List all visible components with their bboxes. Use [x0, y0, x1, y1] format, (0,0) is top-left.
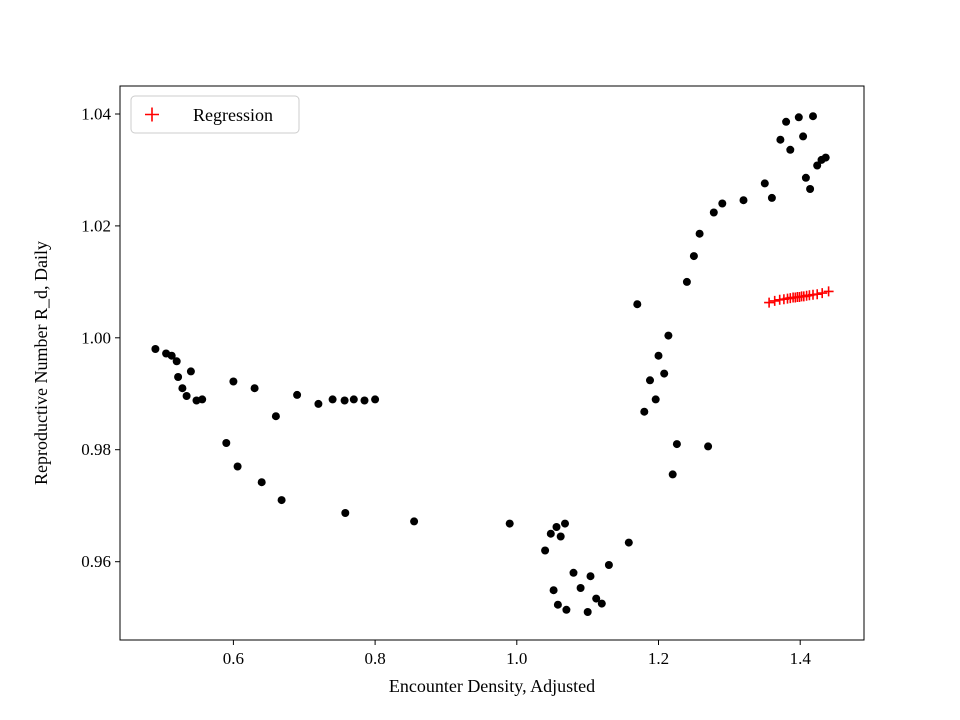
- data-point: [739, 196, 748, 205]
- data-point: [151, 345, 160, 353]
- x-tick-label: 0.8: [364, 649, 385, 668]
- ticks-layer: 0.6 0.8 1.0 1.2 1.4 0.96 0.98 1.00 1.02 1.04: [81, 105, 811, 669]
- data-point: [172, 357, 181, 366]
- data-point: [651, 395, 660, 404]
- data-point: [576, 584, 585, 592]
- data-point: [277, 496, 286, 505]
- x-tick-label: 1.4: [790, 649, 812, 668]
- data-point: [410, 517, 419, 526]
- data-point: [682, 277, 691, 286]
- data-point: [541, 546, 550, 555]
- data-point: [668, 470, 677, 479]
- data-point: [186, 367, 195, 376]
- data-point: [561, 519, 569, 528]
- data-point: [624, 538, 633, 547]
- data-point: [695, 229, 704, 238]
- data-point: [562, 605, 571, 614]
- y-tick-label: 1.02: [81, 216, 111, 235]
- data-point: [546, 529, 555, 538]
- data-point: [341, 509, 350, 517]
- x-axis-label: Encounter Density, Adjusted: [389, 676, 595, 696]
- data-point: [760, 179, 769, 188]
- data-point: [360, 396, 369, 405]
- data-point: [553, 600, 562, 609]
- data-point: [349, 395, 358, 404]
- data-point: [167, 351, 176, 360]
- data-point: [809, 112, 817, 121]
- axes-frame: [119, 85, 865, 641]
- data-point: [586, 572, 595, 581]
- x-tick-label: 0.6: [223, 649, 244, 668]
- data-point: [794, 113, 803, 122]
- data-point: [806, 185, 815, 193]
- regression-point: [764, 297, 775, 308]
- data-point: [654, 351, 663, 360]
- data-point: [782, 117, 791, 126]
- data-point: [271, 412, 280, 421]
- x-tick-label: 1.2: [648, 649, 669, 668]
- y-axis-label: Reproductive Number R_d, Daily: [31, 241, 51, 485]
- data-point: [328, 395, 337, 404]
- data-point: [569, 568, 578, 577]
- data-point: [633, 300, 642, 309]
- data-point: [549, 586, 558, 595]
- regression-point: [817, 288, 828, 299]
- data-point: [556, 532, 565, 541]
- data-point: [799, 132, 808, 141]
- data-point: [293, 390, 302, 399]
- data-point: [552, 523, 561, 531]
- data-point: [767, 193, 776, 202]
- data-point: [250, 384, 259, 393]
- data-point: [813, 161, 822, 170]
- y-tick-label: 0.96: [81, 552, 111, 571]
- y-tick-label: 1.04: [81, 105, 111, 124]
- data-point: [229, 377, 238, 386]
- data-point: [174, 373, 183, 381]
- data-point: [340, 396, 349, 405]
- data-point: [664, 331, 673, 340]
- data-point: [718, 199, 727, 208]
- data-point: [198, 395, 207, 404]
- x-tick-label: 1.0: [506, 649, 527, 668]
- data-point: [776, 135, 785, 144]
- data-point: [709, 208, 718, 217]
- regression-point: [812, 289, 823, 300]
- data-point: [646, 376, 654, 385]
- data-point: [182, 392, 191, 400]
- data-point: [597, 599, 606, 608]
- data-point: [604, 561, 613, 569]
- regression-point: [823, 286, 834, 297]
- y-tick-label: 0.98: [81, 440, 111, 459]
- legend: Regression: [130, 95, 300, 134]
- data-point: [592, 594, 601, 603]
- data-point: [178, 384, 187, 393]
- data-point: [505, 519, 514, 528]
- plot-points-layer: [151, 112, 834, 616]
- legend-plus-marker-icon: [145, 107, 159, 122]
- data-point: [821, 153, 830, 162]
- data-point: [222, 439, 231, 447]
- legend-box: [130, 95, 300, 134]
- data-point: [704, 442, 713, 451]
- data-point: [257, 478, 266, 487]
- data-point: [786, 145, 795, 154]
- data-point: [371, 395, 380, 404]
- regression-point: [769, 295, 780, 306]
- data-point: [640, 407, 649, 416]
- data-point: [689, 252, 698, 261]
- data-point: [801, 173, 810, 182]
- data-point: [583, 608, 592, 616]
- y-tick-label: 1.00: [81, 328, 111, 347]
- data-point: [672, 440, 681, 449]
- data-point: [314, 399, 323, 408]
- data-point: [660, 369, 669, 378]
- data-point: [233, 462, 242, 471]
- legend-label: Regression: [193, 105, 273, 125]
